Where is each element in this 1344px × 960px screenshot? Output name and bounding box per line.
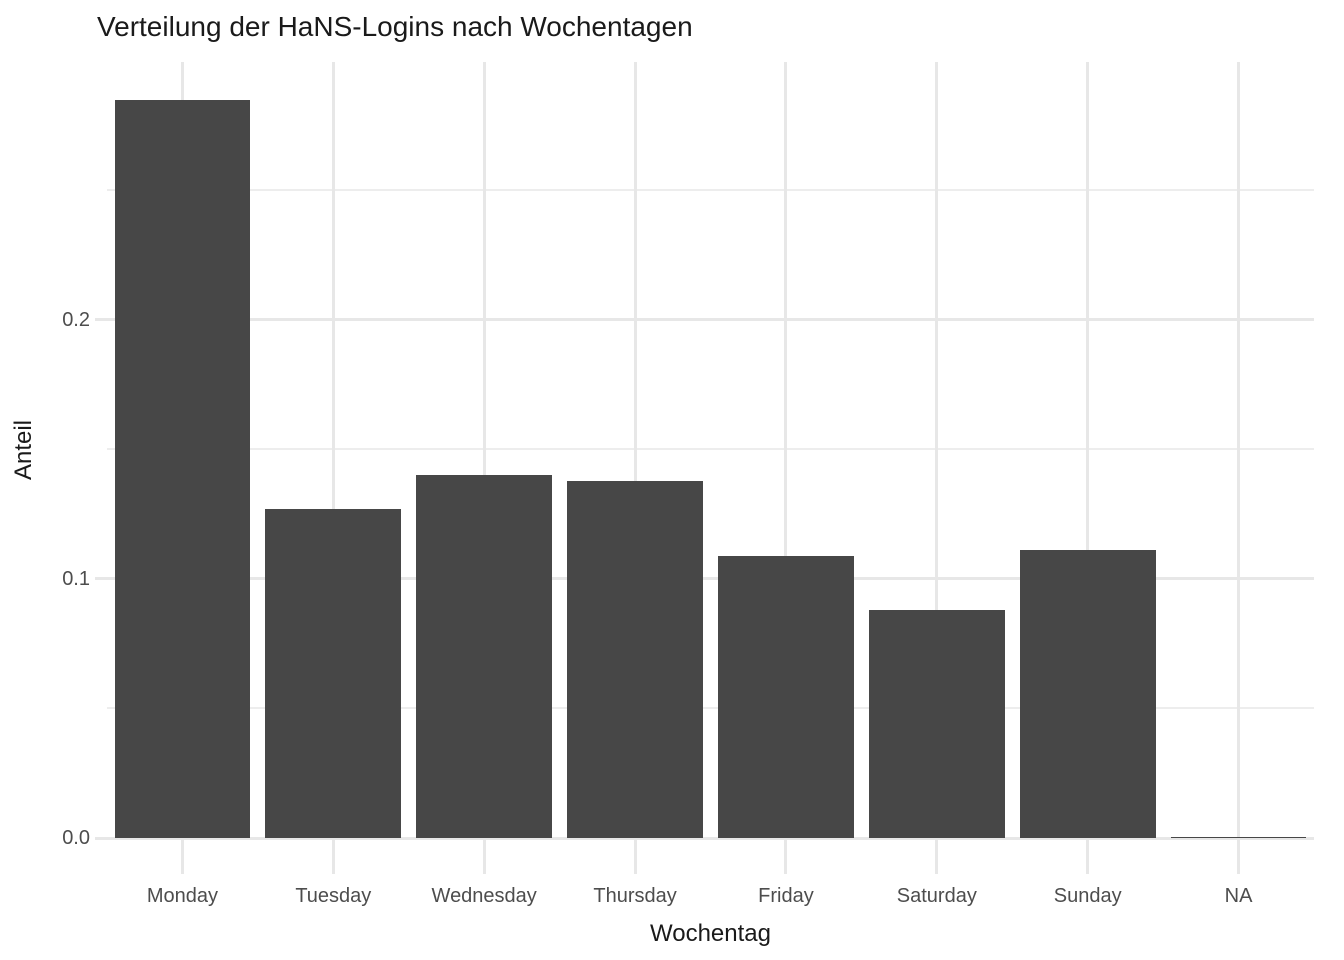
vertical-gridline [633, 62, 637, 838]
vertical-gridline [482, 62, 486, 838]
bar-friday [718, 556, 854, 838]
x-tick-label-thursday: Thursday [593, 885, 677, 907]
x-axis-tick [784, 838, 788, 874]
minor-gridline [107, 707, 1314, 710]
vertical-gridline [1086, 62, 1090, 838]
x-tick-label-monday: Monday [146, 885, 219, 907]
y-axis-title: Anteil [10, 419, 37, 481]
bar-wednesday [416, 475, 553, 838]
y-tick-label: 0.1 [62, 567, 90, 590]
y-tick-label: 0.2 [62, 308, 90, 331]
bar-monday [114, 100, 251, 838]
x-tick-label-tuesday: Tuesday [295, 885, 372, 907]
y-axis-tick [95, 318, 107, 322]
x-axis-tick [180, 838, 184, 874]
x-axis-title: Wochentag [650, 920, 771, 947]
bar-thursday [567, 481, 703, 838]
major-gridline [107, 318, 1314, 322]
x-axis-tick [935, 838, 939, 874]
x-tick-label-friday: Friday [758, 885, 814, 907]
minor-gridline [107, 189, 1314, 192]
x-tick-label-wednesday: Wednesday [431, 885, 537, 907]
x-axis-tick [633, 838, 637, 874]
bar-saturday [868, 610, 1005, 838]
x-axis-tick [482, 838, 486, 874]
vertical-gridline [784, 62, 788, 838]
vertical-gridline [935, 62, 939, 838]
plot-panel [95, 62, 1314, 874]
x-tick-label-na: NA [1224, 885, 1253, 907]
major-gridline [107, 577, 1314, 581]
vertical-gridline [331, 62, 335, 838]
x-axis-tick [331, 838, 335, 874]
y-axis-tick [95, 836, 107, 840]
bar-sunday [1019, 550, 1156, 838]
bar-na [1170, 837, 1307, 838]
x-axis-tick [1086, 838, 1090, 874]
x-axis-tick [1237, 838, 1241, 874]
x-tick-label-saturday: Saturday [896, 885, 977, 907]
major-gridline [107, 836, 1314, 840]
vertical-gridline [1237, 62, 1241, 838]
minor-gridline [107, 448, 1314, 451]
chart-title: Verteilung der HaNS-Logins nach Wochenta… [97, 11, 693, 42]
y-axis-tick [95, 577, 107, 581]
bar-tuesday [265, 509, 402, 838]
y-tick-label: 0.0 [62, 827, 90, 849]
x-tick-label-sunday: Sunday [1053, 885, 1122, 907]
